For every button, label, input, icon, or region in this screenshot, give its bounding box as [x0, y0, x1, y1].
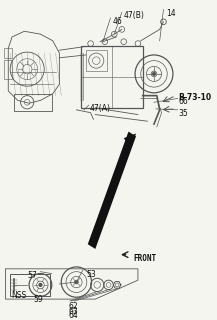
Text: 47(A): 47(A) — [90, 104, 111, 113]
Circle shape — [76, 281, 77, 283]
Text: 47(B): 47(B) — [124, 12, 145, 20]
Text: 66: 66 — [179, 97, 188, 106]
Circle shape — [39, 284, 42, 286]
Text: 59: 59 — [34, 295, 44, 304]
Text: FRONT: FRONT — [133, 254, 156, 263]
Polygon shape — [88, 132, 136, 249]
Text: NSS: NSS — [11, 291, 26, 300]
Bar — [5, 48, 12, 58]
Bar — [10, 274, 50, 296]
Bar — [81, 46, 143, 108]
Bar — [14, 94, 52, 111]
Text: 53: 53 — [86, 270, 96, 279]
Text: 62: 62 — [69, 302, 79, 311]
Text: 64: 64 — [69, 311, 79, 320]
Bar — [5, 60, 12, 79]
Circle shape — [153, 72, 155, 75]
Text: 35: 35 — [179, 109, 188, 118]
Polygon shape — [124, 133, 136, 148]
Text: 46: 46 — [112, 17, 122, 26]
Bar — [86, 50, 107, 71]
Text: 63: 63 — [69, 307, 79, 316]
Text: 14: 14 — [166, 9, 176, 18]
Text: B-73-10: B-73-10 — [179, 93, 212, 102]
Text: 57: 57 — [27, 271, 37, 280]
